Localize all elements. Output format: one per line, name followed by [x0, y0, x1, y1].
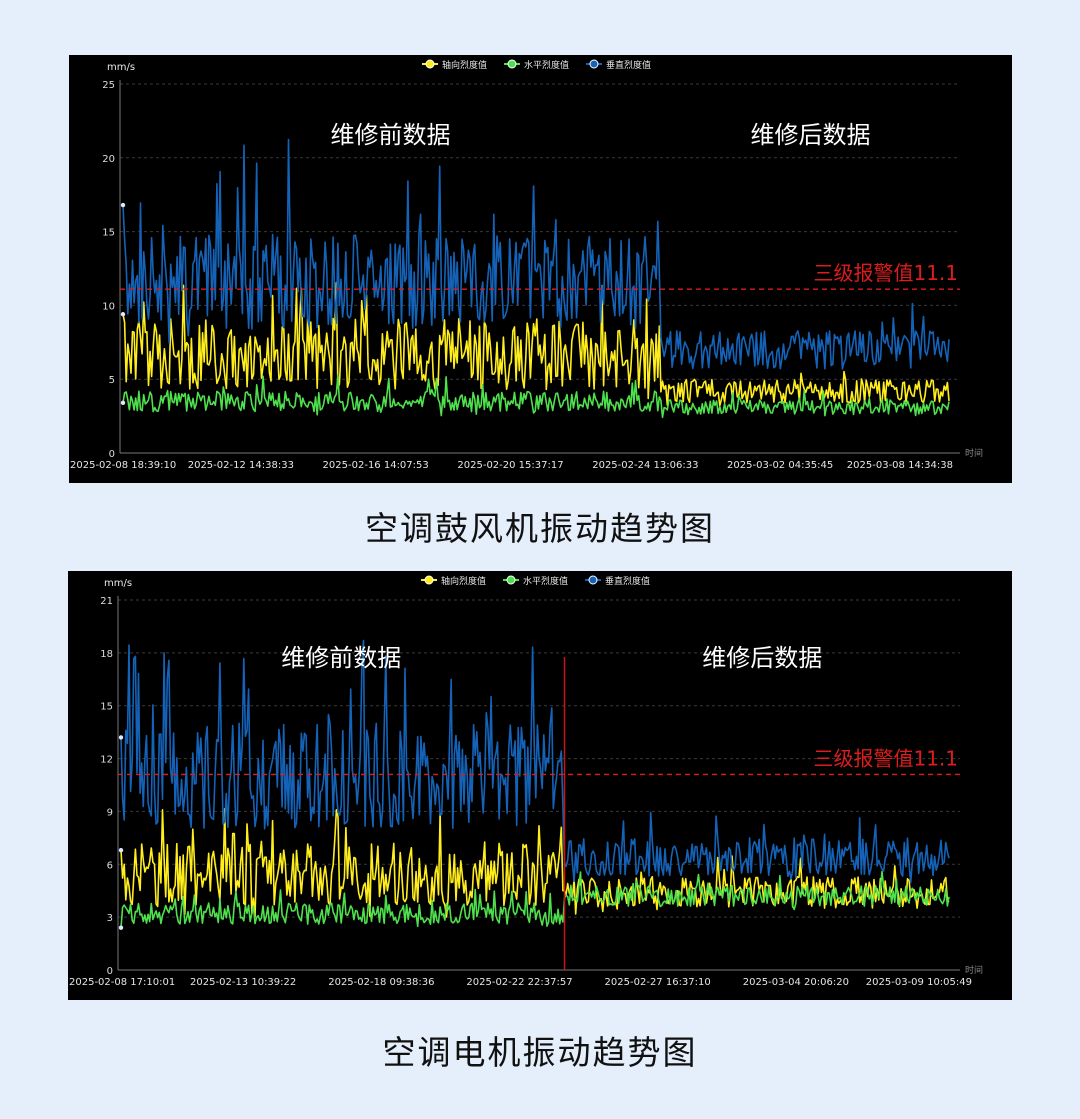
- legend-label: 水平烈度值: [524, 59, 569, 71]
- x-axis-name: 时间: [965, 447, 983, 459]
- legend-swatch-dot: [424, 575, 434, 585]
- legend-item-axial: 轴向烈度值: [422, 59, 487, 71]
- blower-chart-caption: 空调鼓风机振动趋势图: [365, 509, 715, 548]
- legend-swatch-dot: [506, 575, 516, 585]
- motor-chart-panel: mm/s 0 3 6 9 12 15 18 21 2025-02-08 17:10:01 2025-…: [68, 571, 1012, 1000]
- horizontal-series-line: [122, 374, 950, 419]
- legend-label: 垂直烈度值: [606, 59, 651, 71]
- y-tick-label: 15: [100, 702, 113, 713]
- y-axis-unit: mm/s: [107, 62, 135, 73]
- vertical-series-line: [122, 138, 950, 370]
- motor-vibration-chart: mm/s 0 3 6 9 12 15 18 21 2025-02-08 17:10:01 2025-…: [69, 575, 983, 988]
- legend-swatch-dot: [588, 575, 598, 585]
- alarm-threshold-label: 三级报警值11.1: [813, 746, 958, 770]
- x-tick-label: 2025-03-08 14:34:38: [847, 460, 953, 471]
- x-tick-label: 2025-02-16 14:07:53: [323, 460, 429, 471]
- axial-series-line: [120, 808, 950, 918]
- axial-series-start-point: [118, 847, 124, 853]
- y-tick-label: 18: [100, 649, 113, 660]
- x-axis-name: 时间: [965, 964, 983, 976]
- vertical-series-start-point: [120, 202, 126, 208]
- x-tick-label: 2025-02-18 09:38:36: [328, 977, 434, 988]
- x-tick-label: 2025-02-08 17:10:01: [69, 977, 175, 988]
- y-tick-label: 15: [102, 228, 115, 239]
- legend-label: 垂直烈度值: [605, 575, 650, 587]
- legend-label: 轴向烈度值: [442, 59, 487, 71]
- motor-chart-caption: 空调电机振动趋势图: [382, 1033, 698, 1072]
- legend-swatch-dot: [425, 59, 435, 69]
- vertical-series-line: [120, 639, 950, 884]
- region-label-after: 维修后数据: [702, 644, 822, 672]
- region-label-before: 维修前数据: [281, 644, 401, 672]
- axial-series-start-point: [120, 312, 126, 317]
- region-label-after: 维修后数据: [750, 121, 870, 149]
- x-tick-label: 2025-02-13 10:39:22: [190, 977, 296, 988]
- x-tick-label: 2025-03-02 04:35:45: [727, 460, 833, 471]
- legend-item-axial: 轴向烈度值: [421, 575, 486, 587]
- legend-item-horizontal: 水平烈度值: [503, 575, 568, 587]
- horizontal-series-start-point: [120, 400, 126, 406]
- x-tick-label: 2025-02-24 13:06:33: [592, 460, 698, 471]
- legend-swatch-dot: [507, 59, 517, 69]
- legend-label: 水平烈度值: [523, 575, 568, 587]
- y-tick-label: 3: [107, 913, 113, 924]
- y-tick-label: 21: [100, 596, 113, 607]
- y-tick-label: 9: [107, 807, 113, 818]
- x-tick-label: 2025-02-20 15:37:17: [457, 460, 563, 471]
- legend-item-vertical: 垂直烈度值: [586, 59, 651, 71]
- y-tick-label: 0: [109, 449, 115, 460]
- x-tick-label: 2025-03-04 20:06:20: [743, 977, 849, 988]
- y-tick-label: 20: [102, 154, 115, 165]
- y-tick-label: 10: [102, 301, 115, 312]
- blower-vibration-chart: mm/s 0 5 10 15 20 25 2025-02-08 18:39:10 2025-02…: [70, 59, 983, 471]
- y-tick-label: 5: [109, 375, 115, 386]
- x-tick-label: 2025-03-09 10:05:49: [866, 977, 972, 988]
- vertical-series-start-point: [118, 735, 124, 740]
- x-tick-label: 2025-02-12 14:38:33: [188, 460, 294, 471]
- axial-series-line: [122, 281, 950, 407]
- legend-item-vertical: 垂直烈度值: [585, 575, 650, 587]
- horizontal-series-line: [120, 870, 950, 928]
- alarm-threshold-label: 三级报警值11.1: [813, 261, 958, 285]
- y-tick-label: 12: [100, 755, 113, 766]
- y-tick-label: 6: [107, 860, 113, 871]
- legend-label: 轴向烈度值: [441, 575, 486, 587]
- region-label-before: 维修前数据: [330, 121, 450, 149]
- y-tick-label: 25: [102, 80, 115, 91]
- y-axis-unit: mm/s: [104, 578, 132, 589]
- x-tick-label: 2025-02-22 22:37:57: [466, 977, 572, 988]
- horizontal-series-start-point: [118, 925, 124, 930]
- legend-item-horizontal: 水平烈度值: [504, 59, 569, 71]
- x-tick-label: 2025-02-08 18:39:10: [70, 460, 176, 471]
- legend-swatch-dot: [589, 59, 599, 69]
- x-tick-label: 2025-02-27 16:37:10: [605, 977, 711, 988]
- blower-chart-panel: mm/s 0 5 10 15 20 25 2025-02-08 18:39:10 2025-02…: [69, 55, 1012, 483]
- y-tick-label: 0: [107, 966, 113, 977]
